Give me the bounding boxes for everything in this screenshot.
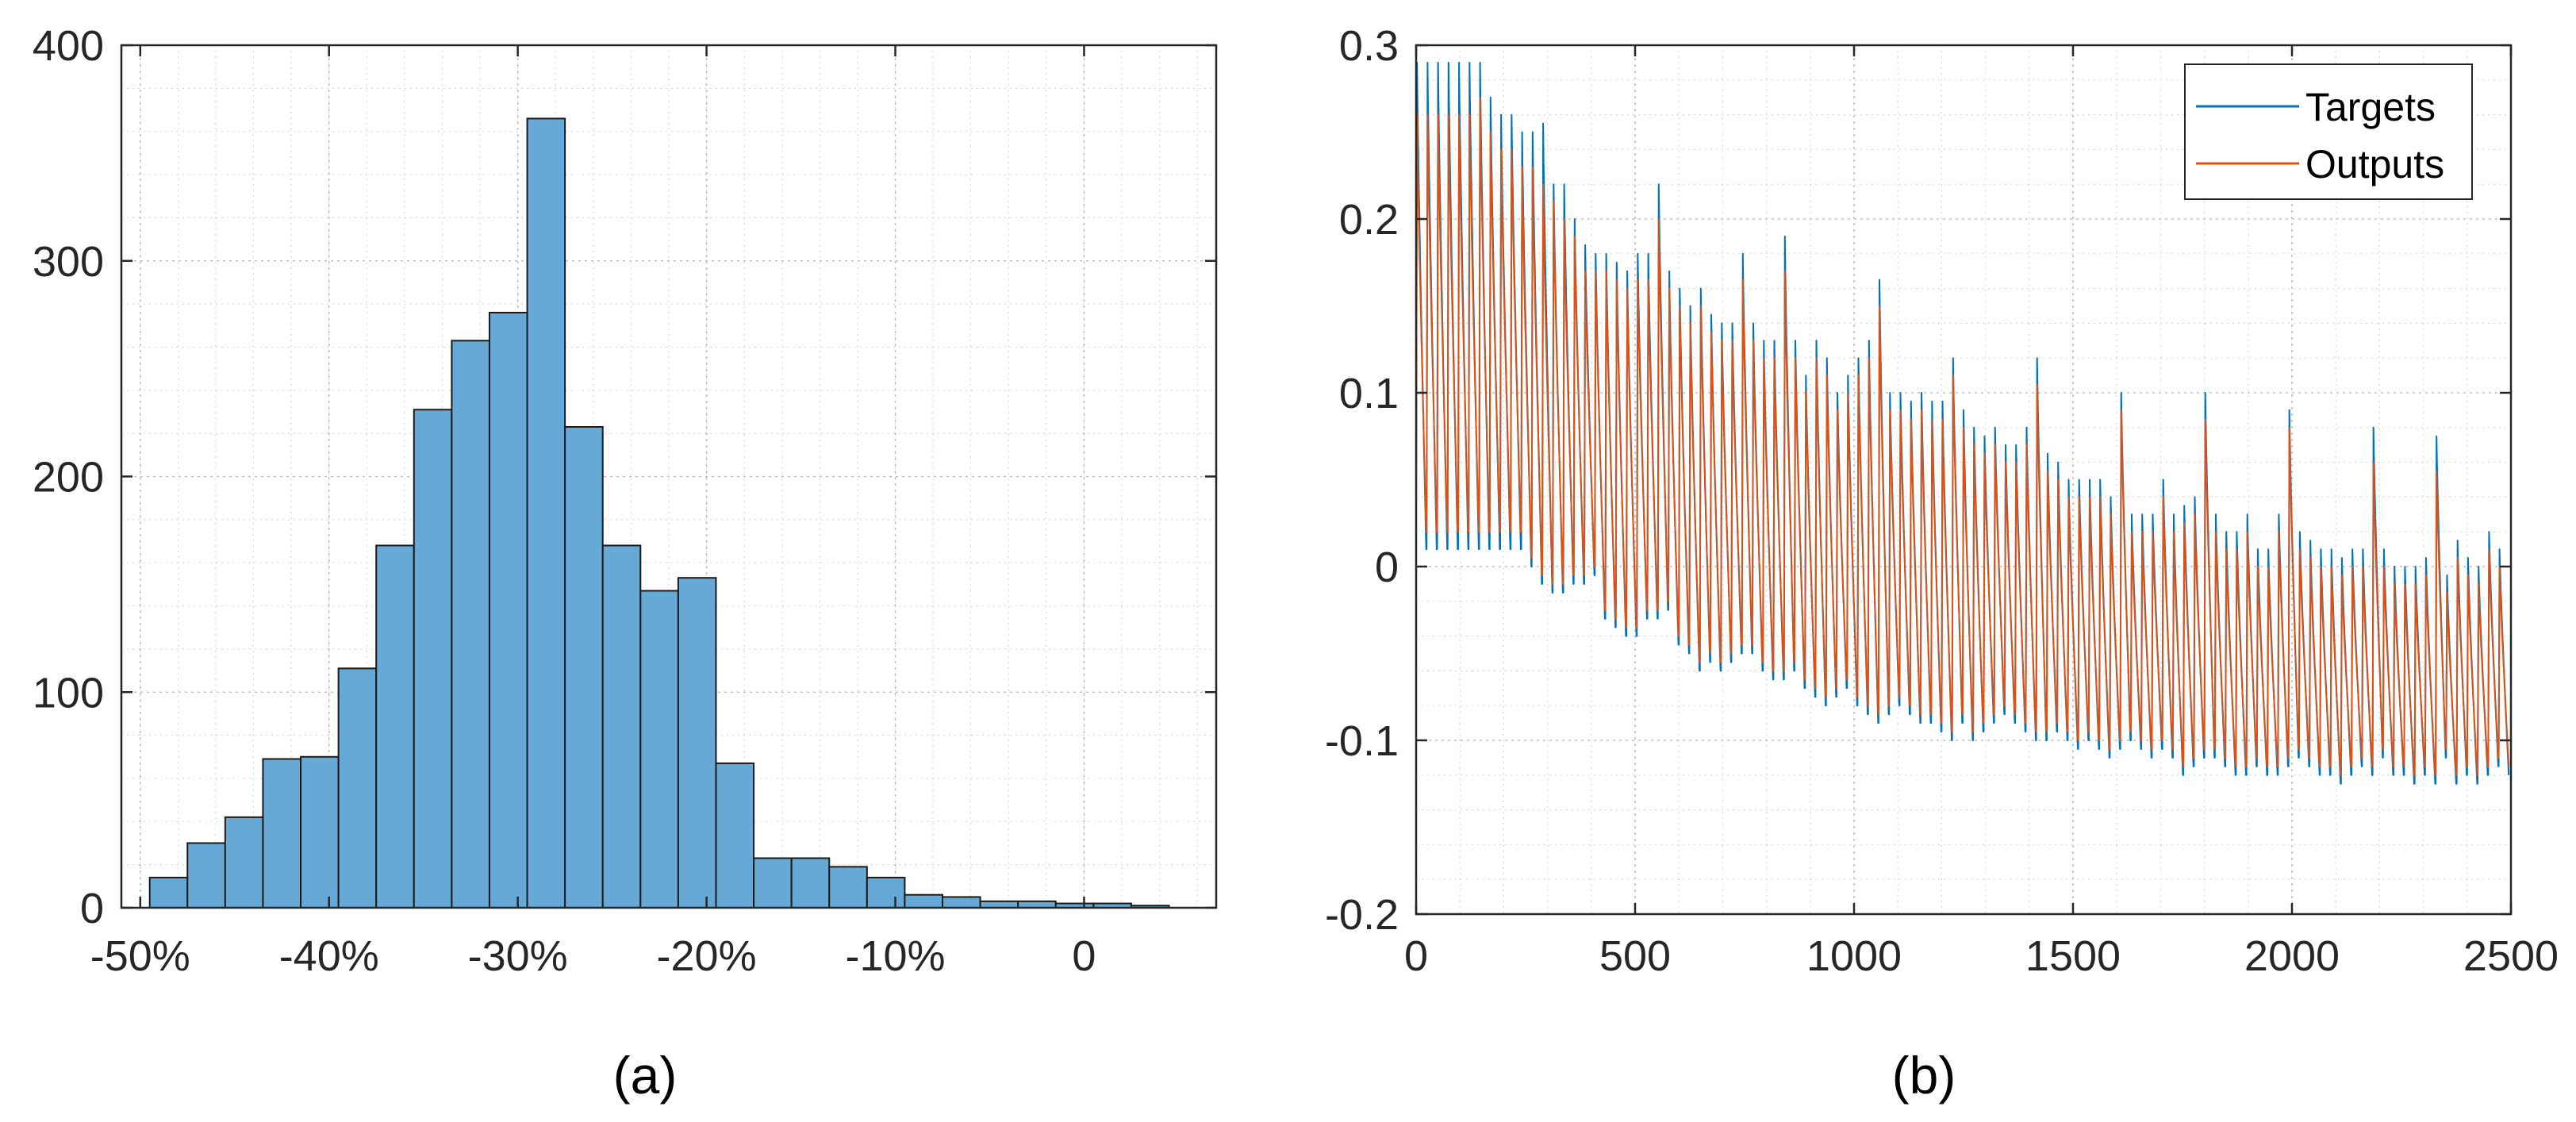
line-plot-x-tick-labels: 0 500 1000 1500 2000 2500 bbox=[1404, 932, 2559, 980]
histogram-bar bbox=[262, 758, 302, 909]
line-plot-series bbox=[1415, 61, 2510, 785]
legend: Targets Outputs bbox=[2184, 63, 2473, 200]
histogram-x-tick-label: 0 bbox=[1072, 932, 1096, 980]
line-plot-y-tick-label: -0.2 bbox=[1325, 891, 1399, 939]
histogram-x-tick-label: -50% bbox=[90, 932, 190, 980]
line-plot-y-tick-labels: -0.2 -0.1 0 0.1 0.2 0.3 bbox=[1325, 22, 1399, 939]
line-plot-y-tick-label: 0 bbox=[1375, 544, 1399, 591]
histogram-y-tick-label: 400 bbox=[33, 22, 104, 70]
histogram-bar bbox=[677, 577, 717, 909]
histogram-bar bbox=[413, 409, 453, 909]
histogram-bar bbox=[224, 816, 264, 909]
histogram-bar bbox=[300, 755, 340, 909]
histogram-bars bbox=[148, 117, 1170, 909]
histogram-y-tick-label: 200 bbox=[33, 454, 104, 501]
line-plot-axes-box bbox=[1415, 44, 2513, 916]
histogram-bar bbox=[375, 544, 415, 909]
line-plot-panel: 0 500 1000 1500 2000 2500 -0.2-0.100.10.20.3 … bbox=[1325, 22, 2559, 1105]
histogram-x-tick-label: -20% bbox=[657, 932, 757, 980]
histogram-x-tick-labels: -50% -40% -30% -20% -10% 0 bbox=[90, 932, 1096, 980]
histogram-x-tick-label: -10% bbox=[845, 932, 945, 980]
histogram-bar bbox=[337, 667, 378, 909]
line-plot-y-tick-label: 0.3 bbox=[1339, 22, 1399, 70]
histogram-y-tick-labels: 0 100 200 300 400 bbox=[33, 22, 104, 932]
histogram-bar bbox=[601, 544, 642, 909]
histogram-bar bbox=[451, 340, 490, 909]
histogram-y-tick-label: 0 bbox=[80, 885, 104, 932]
histogram-bar bbox=[639, 590, 679, 909]
histogram-minor-grid bbox=[121, 45, 1216, 908]
histogram-bar bbox=[526, 117, 566, 909]
histogram-bar bbox=[866, 876, 906, 909]
legend-box bbox=[2184, 63, 2473, 200]
histogram-bar bbox=[148, 876, 189, 909]
legend-label-targets: Targets bbox=[2305, 85, 2436, 129]
line-plot-x-tick-label: 1000 bbox=[1806, 932, 1902, 980]
histogram-bar bbox=[753, 857, 793, 909]
histogram-bar bbox=[904, 893, 944, 909]
line-plot-x-tick-label: 2500 bbox=[2463, 932, 2559, 980]
histogram-caption: (a) bbox=[613, 1046, 678, 1105]
histogram-bar bbox=[186, 842, 226, 909]
histogram-y-tick-label: 100 bbox=[33, 669, 104, 717]
histogram-bar bbox=[564, 425, 604, 909]
line-plot-x-tick-label: 2000 bbox=[2244, 932, 2340, 980]
line-plot-y-tick-label: 0.1 bbox=[1339, 370, 1399, 417]
histogram-ticks bbox=[121, 44, 1216, 909]
histogram-panel: -50% -40% -30% -20% -10% 0 0 100 200 300 400 (a) bbox=[33, 22, 1218, 1105]
line-plot-caption: (b) bbox=[1892, 1046, 1956, 1105]
histogram-y-tick-label: 300 bbox=[33, 238, 104, 286]
line-plot-y-tick-label: -0.1 bbox=[1325, 717, 1399, 765]
histogram-x-tick-label: -40% bbox=[279, 932, 379, 980]
histogram-bar bbox=[790, 857, 831, 909]
line-plot-x-tick-label: 500 bbox=[1599, 932, 1671, 980]
series-line-outputs bbox=[1415, 96, 2510, 776]
histogram-bar bbox=[828, 866, 868, 909]
line-plot-y-tick-label: 0.2 bbox=[1339, 196, 1399, 244]
line-plot-ticks bbox=[1415, 44, 2513, 916]
histogram-x-tick-label: -30% bbox=[468, 932, 568, 980]
line-plot-x-tick-label: 0 bbox=[1404, 932, 1428, 980]
legend-label-outputs: Outputs bbox=[2305, 142, 2444, 186]
histogram-bar bbox=[942, 896, 981, 909]
histogram-bar bbox=[488, 311, 528, 909]
line-plot-x-tick-label: 1500 bbox=[2025, 932, 2121, 980]
histogram-bar bbox=[715, 762, 755, 909]
